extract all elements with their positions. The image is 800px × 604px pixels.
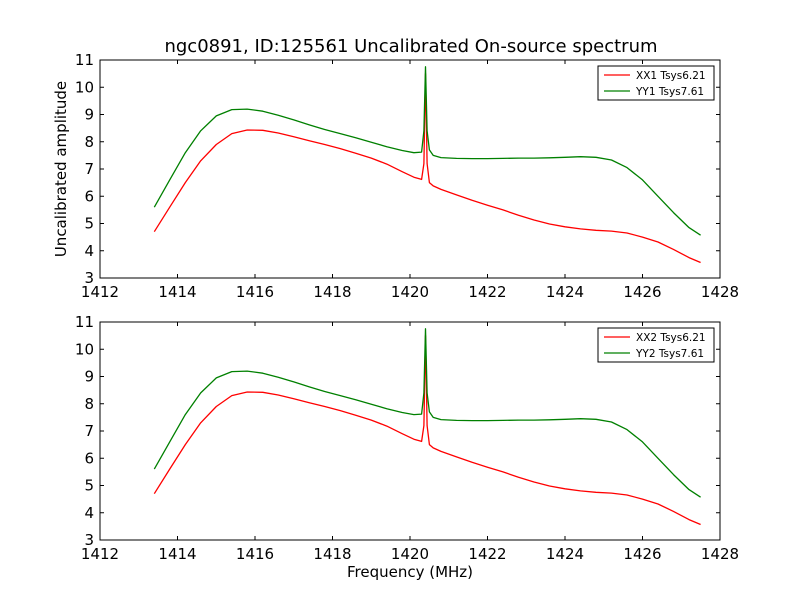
panel-top: 1412 1414 1416 1418 1420 1422 1424 1426 1428 3 4 5 6… — [52, 51, 739, 301]
y-tick-label: 7 — [84, 422, 94, 440]
y-tick-label: 4 — [84, 504, 94, 522]
x-tick-label: 1426 — [623, 545, 661, 563]
x-tick-label: 1428 — [701, 545, 739, 563]
y-tick-label: 10 — [75, 78, 94, 96]
y-tick-label: 8 — [84, 133, 94, 151]
series-line — [153, 328, 701, 498]
y-tick-label: 4 — [84, 242, 94, 260]
y-tick-label: 8 — [84, 395, 94, 413]
legend-box — [597, 327, 715, 363]
x-tick-label: 1416 — [236, 545, 274, 563]
y-tick-label: 9 — [84, 368, 94, 386]
x-axis-label: Frequency (MHz) — [347, 563, 473, 581]
x-tick-label: 1416 — [236, 283, 274, 301]
panel-bottom: 1412 1414 1416 1418 1420 1422 1424 1426 1428 3 4 5 6… — [75, 313, 739, 581]
x-tick-label: 1414 — [158, 283, 196, 301]
legend-label: YY1 Tsys7.61 — [635, 86, 704, 98]
y-tick-label: 5 — [84, 215, 94, 233]
x-tick-label: 1420 — [391, 283, 429, 301]
y-tick-label: 3 — [84, 531, 94, 549]
y-tick-label: 7 — [84, 160, 94, 178]
y-tick-label: 5 — [84, 477, 94, 495]
legend-label: XX2 Tsys6.21 — [636, 332, 706, 344]
x-tick-label: 1420 — [391, 545, 429, 563]
y-tick-label: 11 — [75, 51, 94, 69]
x-tick-label: 1414 — [158, 545, 196, 563]
x-tick-label: 1428 — [701, 283, 739, 301]
legend-label: YY2 Tsys7.61 — [635, 348, 704, 360]
y-axis-label: Uncalibrated amplitude — [52, 81, 70, 257]
x-tick-label: 1424 — [546, 283, 584, 301]
x-tick-label: 1412 — [81, 283, 119, 301]
y-tick-label: 3 — [84, 269, 94, 287]
x-tick-label: 1426 — [623, 283, 661, 301]
x-tick-label: 1422 — [468, 283, 506, 301]
y-tick-label: 11 — [75, 313, 94, 331]
x-tick-label: 1424 — [546, 545, 584, 563]
x-tick-label: 1422 — [468, 545, 506, 563]
x-tick-label: 1418 — [313, 283, 351, 301]
x-tick-label: 1412 — [81, 545, 119, 563]
legend-box — [597, 65, 715, 101]
y-tick-label: 6 — [84, 187, 94, 205]
legend-label: XX1 Tsys6.21 — [636, 70, 706, 82]
y-tick-label: 9 — [84, 106, 94, 124]
x-tick-label: 1418 — [313, 545, 351, 563]
chart-title: ngc0891, ID:125561 Uncalibrated On-sourc… — [164, 36, 657, 57]
y-tick-label: 10 — [75, 340, 94, 358]
series-line — [153, 66, 701, 236]
y-tick-label: 6 — [84, 449, 94, 467]
